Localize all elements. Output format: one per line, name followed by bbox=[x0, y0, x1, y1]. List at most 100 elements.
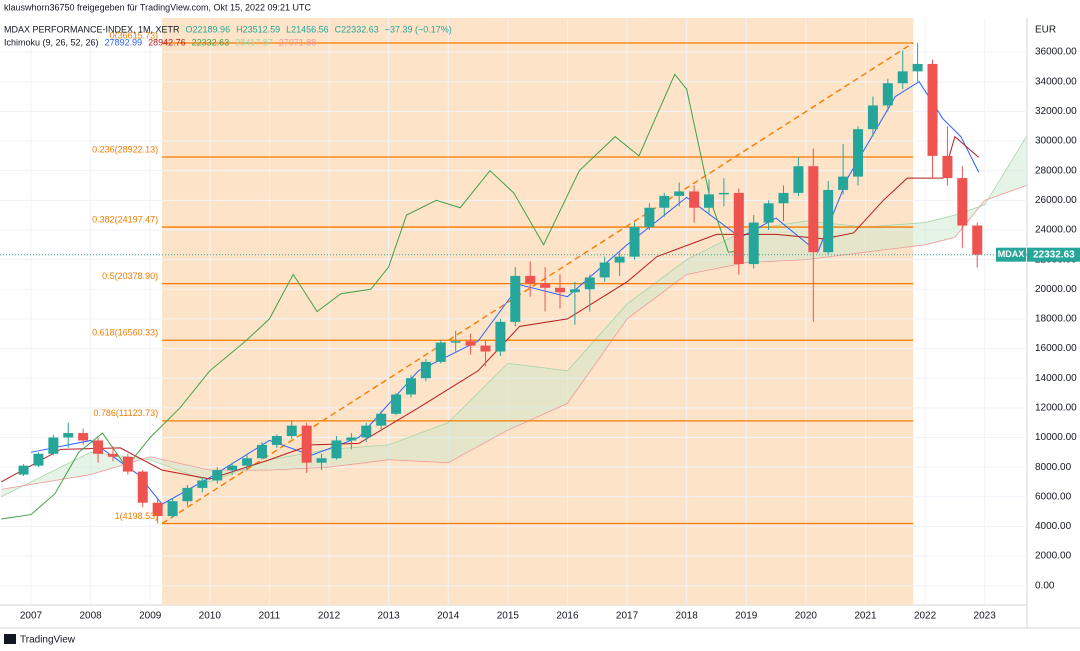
header: klauswhorn36750 freigegeben für TradingV… bbox=[4, 2, 312, 12]
x-tick-label: 2012 bbox=[318, 611, 341, 622]
y-tick-label: 14000.00 bbox=[1035, 373, 1077, 384]
candle-body bbox=[376, 413, 387, 426]
candle-body bbox=[227, 465, 238, 471]
fib-label: 0.236(28922.13) bbox=[92, 144, 158, 154]
candle-body bbox=[599, 262, 610, 278]
x-tick-label: 2021 bbox=[854, 611, 877, 622]
y-tick-label: 34000.00 bbox=[1035, 76, 1077, 87]
x-tick-label: 2020 bbox=[795, 611, 818, 622]
x-tick-label: 2010 bbox=[199, 611, 222, 622]
candle-body bbox=[867, 105, 878, 130]
candle-body bbox=[256, 444, 267, 459]
x-tick-label: 2009 bbox=[139, 611, 162, 622]
y-tick-label: 36000.00 bbox=[1035, 47, 1077, 58]
candle-body bbox=[137, 471, 148, 503]
candle-body bbox=[450, 341, 461, 343]
legend-text: C22332.63 bbox=[335, 24, 379, 34]
price-tag-symbol bbox=[996, 247, 1026, 262]
candle-body bbox=[495, 321, 506, 352]
candle-body bbox=[540, 283, 551, 288]
candle-body bbox=[78, 433, 89, 441]
currency: EUR bbox=[1035, 25, 1056, 36]
price-tag-symbol-text: MDAX bbox=[998, 249, 1025, 259]
legend-text: O22189.96 bbox=[186, 24, 231, 34]
ichimoku-lagging bbox=[1, 73, 741, 520]
fib-trend-line bbox=[161, 42, 914, 525]
y-tick-label: 12000.00 bbox=[1035, 402, 1077, 413]
candle-body bbox=[927, 63, 938, 156]
x-tick-label: 2017 bbox=[616, 611, 639, 622]
x-tick-label: 2023 bbox=[974, 611, 997, 622]
x-tick-label: 2007 bbox=[20, 611, 43, 622]
candle-body bbox=[33, 453, 44, 466]
candle-body bbox=[659, 195, 670, 208]
x-tick-label: 2022 bbox=[914, 611, 937, 622]
candle-body bbox=[420, 361, 431, 379]
candle-body bbox=[763, 203, 774, 223]
candle-body bbox=[957, 178, 968, 226]
candle-body bbox=[569, 289, 580, 293]
legend-text: Ichimoku (9, 26, 52, 26) bbox=[4, 37, 99, 47]
y-tick-label: 2000.00 bbox=[1035, 551, 1072, 562]
y-tick-label: 6000.00 bbox=[1035, 491, 1072, 502]
candle-body bbox=[331, 440, 342, 459]
fib-label: 0.786(11123.73) bbox=[93, 408, 158, 418]
y-tick-label: 0.00 bbox=[1035, 580, 1055, 591]
candle-body bbox=[182, 487, 193, 502]
price-tag bbox=[1027, 247, 1080, 262]
candle-body bbox=[18, 465, 29, 475]
x-tick-label: 2011 bbox=[259, 611, 281, 622]
candle-body bbox=[63, 433, 74, 438]
candle-body bbox=[838, 176, 849, 190]
candle-body bbox=[435, 342, 446, 362]
x-tick-label: 2014 bbox=[437, 611, 460, 622]
candle-body bbox=[286, 425, 297, 437]
candle-body bbox=[733, 192, 744, 265]
candle-body bbox=[614, 256, 625, 263]
candle-body bbox=[629, 227, 640, 257]
candle-body bbox=[510, 275, 521, 322]
candle-body bbox=[271, 436, 282, 445]
candle-body bbox=[361, 425, 372, 438]
fib-label: 0(36615.73) bbox=[110, 30, 159, 40]
fib-label: 0.618(16560.33) bbox=[92, 328, 158, 338]
candle-body bbox=[212, 470, 223, 481]
candle-body bbox=[718, 192, 729, 195]
legend-text: 22332.63 bbox=[192, 37, 230, 47]
y-tick-label: 26000.00 bbox=[1035, 195, 1077, 206]
candle-body bbox=[93, 440, 104, 454]
candle-body bbox=[197, 480, 208, 488]
fib-label: 1(4198.53) bbox=[115, 511, 159, 521]
ichimoku-span-b bbox=[1, 185, 1027, 490]
candle-body bbox=[972, 225, 983, 255]
ichimoku-span-a bbox=[1, 136, 1027, 498]
candle-body bbox=[674, 191, 685, 196]
candle-body bbox=[823, 189, 834, 253]
y-tick-label: 4000.00 bbox=[1035, 521, 1072, 532]
fib-area bbox=[162, 18, 914, 605]
x-tick-label: 2008 bbox=[79, 611, 102, 622]
candle-body bbox=[465, 341, 476, 346]
y-tick-label: 28000.00 bbox=[1035, 165, 1077, 176]
candle-body bbox=[748, 222, 759, 265]
legend-text: L21456.56 bbox=[286, 24, 329, 34]
candle-body bbox=[793, 166, 804, 193]
candle-body bbox=[107, 453, 118, 457]
candle-body bbox=[316, 458, 327, 463]
candle-body bbox=[808, 166, 819, 253]
footer: TradingView bbox=[20, 635, 76, 646]
candle-body bbox=[480, 345, 491, 352]
x-tick-label: 2019 bbox=[735, 611, 758, 622]
y-tick-label: 18000.00 bbox=[1035, 314, 1077, 325]
candle-body bbox=[778, 192, 789, 204]
candle-body bbox=[346, 437, 357, 441]
candle-body bbox=[391, 394, 402, 414]
candle-body bbox=[644, 207, 655, 228]
legend-text: 28417.87 bbox=[235, 37, 273, 47]
candle-body bbox=[405, 378, 416, 395]
y-tick-label: 10000.00 bbox=[1035, 432, 1077, 443]
y-tick-label: 16000.00 bbox=[1035, 343, 1077, 354]
candle-body bbox=[48, 437, 59, 454]
price-tag-text: 22332.63 bbox=[1033, 249, 1075, 260]
candle-body bbox=[525, 275, 536, 284]
